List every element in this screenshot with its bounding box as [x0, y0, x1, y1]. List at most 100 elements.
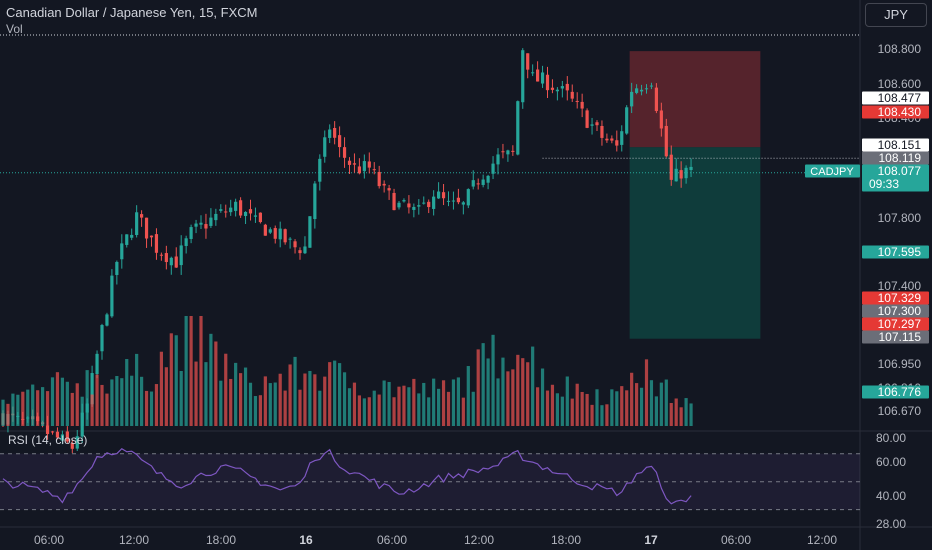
candle — [555, 89, 559, 92]
volume-bar — [347, 388, 352, 426]
candle — [684, 167, 688, 179]
volume-bar — [115, 376, 119, 426]
volume-bar — [407, 387, 411, 426]
candle — [585, 110, 589, 128]
volume-bar — [342, 372, 347, 426]
volume-bar — [382, 380, 386, 426]
volume-bar — [372, 390, 376, 426]
candle — [575, 100, 579, 102]
volume-bar — [486, 358, 490, 426]
volume-bar — [85, 370, 89, 426]
candle — [496, 154, 500, 165]
candle — [45, 425, 50, 435]
volume-bar — [352, 382, 357, 426]
candle — [402, 200, 406, 202]
candle — [560, 86, 564, 89]
volume-bar — [154, 384, 159, 426]
candle — [342, 147, 347, 158]
volume-bar — [506, 371, 510, 426]
volume-bar — [214, 341, 218, 426]
volume-bars — [1, 316, 693, 426]
candle — [130, 234, 134, 238]
candle — [184, 238, 188, 246]
candle — [674, 168, 678, 182]
volume-bar — [21, 391, 25, 426]
price-tag — [862, 164, 929, 192]
volume-bar — [649, 380, 654, 426]
candle — [620, 131, 624, 145]
price-tag — [862, 291, 929, 305]
candle — [536, 69, 540, 82]
candle — [372, 169, 376, 171]
time-axis-label: 06:00 — [34, 533, 64, 547]
candle — [50, 431, 55, 433]
candle — [437, 191, 441, 199]
candle — [540, 72, 545, 84]
volume-bar — [560, 396, 564, 426]
volume-bar — [357, 395, 361, 426]
volume-bar — [639, 387, 644, 426]
volume-bar — [446, 391, 451, 426]
candle — [229, 207, 233, 213]
rsi-label: RSI (14, close) — [8, 433, 88, 447]
candle — [115, 261, 119, 275]
price-tag-label: 107.595 — [878, 245, 922, 259]
volume-bar — [50, 377, 55, 426]
candle — [303, 246, 307, 254]
candle — [570, 91, 574, 99]
symbol-title[interactable]: Canadian Dollar / Japanese Yen, 15, FXCM — [6, 5, 258, 20]
candle — [565, 83, 569, 91]
candle — [659, 110, 663, 129]
currency-button[interactable]: JPY — [865, 3, 927, 27]
volume-bar — [303, 373, 307, 426]
volume-bar — [580, 391, 584, 426]
candle — [511, 150, 515, 152]
symbol-tag — [805, 164, 860, 178]
volume-bar — [511, 369, 515, 426]
volume-bar — [610, 389, 614, 426]
volume-bar — [26, 389, 30, 426]
volume-bar — [45, 391, 50, 426]
candle — [338, 135, 342, 148]
rsi-band — [0, 453, 860, 510]
candle — [605, 138, 609, 141]
time-axis-label: 12:00 — [119, 533, 149, 547]
volume-bar — [234, 362, 238, 426]
volume-bar — [595, 389, 599, 426]
candle — [75, 436, 79, 449]
candle — [432, 196, 436, 209]
candle — [501, 151, 505, 153]
candle — [347, 160, 352, 165]
price-tag — [862, 317, 929, 331]
price-tag — [862, 138, 929, 152]
volume-bar — [278, 373, 282, 426]
candle — [95, 353, 99, 375]
volume-bar — [144, 390, 149, 426]
volume-bar — [248, 382, 253, 426]
volume-bar — [273, 382, 277, 426]
volume-bar — [684, 398, 688, 426]
chart-header: Canadian Dollar / Japanese Yen, 15, FXCM… — [6, 5, 258, 36]
price-axis-label: 106.950 — [878, 357, 922, 371]
rsi-axis-label: 60.00 — [876, 455, 906, 469]
volume-bar — [333, 360, 337, 426]
volume-bar — [550, 384, 555, 426]
volume-bar — [531, 346, 535, 426]
candle — [135, 212, 139, 236]
price-tag — [862, 91, 929, 105]
volume-bar — [243, 367, 248, 426]
price-tag-label: 107.297 — [878, 317, 922, 331]
candle — [362, 161, 366, 172]
price-axis-label: 107.400 — [878, 279, 922, 293]
volume-bar — [140, 376, 144, 426]
price-tag-label: 107.329 — [878, 291, 922, 305]
volume-bar — [491, 334, 495, 426]
time-axis-label: 16 — [299, 533, 313, 547]
volume-bar — [481, 343, 485, 426]
candle — [154, 234, 159, 253]
price-tag — [862, 385, 929, 399]
volume-bar — [41, 387, 45, 426]
volume-bar — [397, 386, 401, 426]
volume-bar — [130, 375, 134, 426]
